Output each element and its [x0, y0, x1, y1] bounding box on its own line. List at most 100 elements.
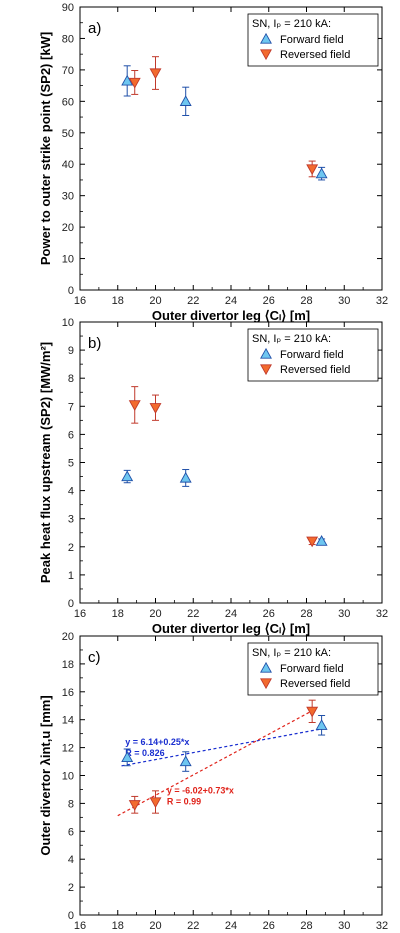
point-forward [121, 74, 134, 86]
y-axis-label: Outer divertor λint,u [mm] [38, 695, 53, 855]
x-tick-label: 16 [74, 920, 86, 932]
point-forward [315, 719, 328, 730]
point-forward [315, 535, 328, 546]
legend-entry: Reversed field [280, 678, 350, 690]
y-tick-label: 10 [62, 254, 74, 266]
y-tick-label: 30 [62, 191, 74, 203]
legend-title: SN, Iₚ = 210 kA: [252, 18, 331, 30]
fit-r-value: R = 0.99 [167, 797, 201, 807]
legend-forward-marker [260, 32, 272, 44]
y-tick-label: 8 [68, 798, 74, 810]
y-tick-label: 60 [62, 96, 74, 108]
y-tick-label: 2 [68, 882, 74, 894]
point-reversed [128, 400, 141, 412]
y-tick-label: 1 [68, 570, 74, 582]
y-tick-label: 4 [68, 486, 74, 498]
point-forward [179, 471, 192, 483]
legend-entry: Reversed field [280, 364, 350, 376]
legend-entry: Forward field [280, 349, 344, 361]
point-reversed [306, 536, 319, 548]
legend-title: SN, Iₚ = 210 kA: [252, 333, 331, 345]
fit-r-value: R = 0.826 [125, 748, 164, 758]
panel-label: b) [88, 335, 101, 352]
point-forward [315, 167, 328, 179]
x-tick-label: 22 [187, 608, 199, 620]
x-tick-label: 16 [74, 295, 86, 307]
x-tick-label: 26 [263, 920, 275, 932]
y-tick-label: 14 [62, 715, 74, 727]
y-tick-label: 0 [68, 285, 74, 297]
y-axis-label: Peak heat flux upstream (SP2) [MW/m²] [38, 342, 53, 583]
series-forward [121, 469, 328, 546]
y-tick-label: 2 [68, 542, 74, 554]
legend-reversed-marker [260, 364, 272, 376]
point-reversed [306, 706, 319, 718]
panel-c: 16 18 20 22 24 26 28 30 3202468101214161820Outer… [38, 631, 388, 932]
fit-line [117, 708, 317, 817]
y-tick-label: 0 [68, 598, 74, 610]
fit-line [121, 727, 324, 767]
point-reversed [306, 164, 319, 176]
series-forward [121, 715, 328, 772]
y-tick-label: 10 [62, 771, 74, 783]
y-tick-label: 16 [62, 687, 74, 699]
legend-title: SN, Iₚ = 210 kA: [252, 647, 331, 659]
point-forward [121, 470, 134, 482]
x-tick-label: 20 [149, 295, 161, 307]
point-reversed [128, 77, 141, 89]
legend: SN, Iₚ = 210 kA: Forward field Reversed fi… [247, 328, 379, 382]
x-tick-label: 32 [376, 295, 388, 307]
point-reversed [149, 797, 162, 809]
x-tick-label: 32 [376, 608, 388, 620]
y-tick-label: 5 [68, 458, 74, 470]
series-reversed [128, 699, 319, 814]
x-tick-label: 18 [112, 920, 124, 932]
y-tick-label: 18 [62, 659, 74, 671]
y-tick-label: 12 [62, 743, 74, 755]
x-tick-label: 28 [300, 295, 312, 307]
y-tick-label: 40 [62, 159, 74, 171]
x-tick-label: 20 [149, 920, 161, 932]
y-tick-label: 80 [62, 33, 74, 45]
legend-entry: Forward field [280, 663, 344, 675]
point-forward [179, 755, 192, 767]
y-tick-label: 50 [62, 128, 74, 140]
x-tick-label: 28 [300, 608, 312, 620]
legend: SN, Iₚ = 210 kA: Forward field Reversed fi… [247, 642, 379, 696]
x-tick-label: 18 [112, 295, 124, 307]
y-tick-label: 6 [68, 429, 74, 441]
x-tick-label: 24 [225, 295, 237, 307]
panel-b: 16 18 20 22 24 26 28 30 32 0 1 2 3 4 5 6 7 8 9 10 Outer dive… [38, 317, 388, 636]
x-tick-label: 24 [225, 920, 237, 932]
y-tick-label: 9 [68, 345, 74, 357]
y-tick-label: 90 [62, 2, 74, 14]
legend: SN, Iₚ = 210 kA: Forward field Reversed fi… [247, 13, 379, 67]
x-tick-label: 16 [74, 608, 86, 620]
y-tick-label: 4 [68, 854, 74, 866]
point-reversed [128, 800, 141, 811]
legend-reversed-marker [260, 49, 272, 61]
x-tick-label: 22 [187, 295, 199, 307]
x-tick-label: 30 [338, 920, 350, 932]
y-tick-label: 20 [62, 631, 74, 643]
legend-entry: Forward field [280, 34, 344, 46]
x-tick-label: 28 [300, 920, 312, 932]
x-tick-label: 24 [225, 608, 237, 620]
y-axis-label: Power to outer strike point (SP2) [kW] [38, 32, 53, 265]
series-forward [121, 65, 328, 181]
x-tick-label: 32 [376, 920, 388, 932]
y-tick-label: 0 [68, 910, 74, 922]
series-reversed [128, 56, 319, 178]
x-axis-label: Outer divertor leg ⟨Cₗ⟩ [m] [152, 621, 310, 636]
y-tick-label: 70 [62, 65, 74, 77]
x-tick-label: 18 [112, 608, 124, 620]
legend-forward-marker [260, 661, 272, 673]
point-reversed [149, 403, 162, 414]
panel-a: 16 18 20 22 24 26 28 30 32 0 10 20 30 40 50 60 70 80 90 Out… [38, 2, 388, 323]
panel-label: a) [88, 20, 101, 37]
x-axis-label: Outer divertor leg ⟨Cₗ⟩ [m] [152, 308, 310, 323]
y-tick-label: 10 [62, 317, 74, 329]
y-tick-label: 6 [68, 826, 74, 838]
x-tick-label: 26 [263, 608, 275, 620]
